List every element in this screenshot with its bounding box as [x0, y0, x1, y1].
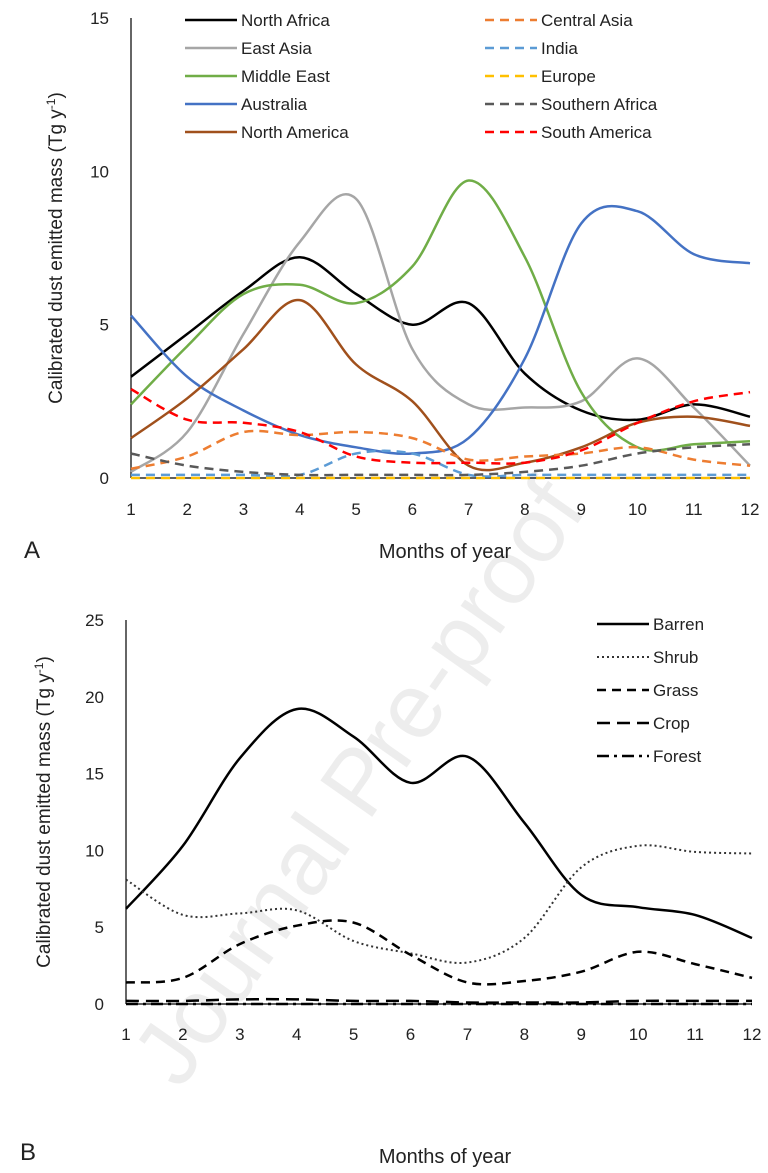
- series-line-crop: [125, 997, 752, 1004]
- panel-label: A: [24, 537, 40, 564]
- x-tick-label: 2: [178, 1025, 187, 1044]
- series-line-india: [131, 449, 750, 478]
- x-axis-label: Months of year: [379, 541, 512, 563]
- legend-label-south-america: South America: [541, 123, 652, 142]
- x-tick-label: 5: [349, 1025, 358, 1044]
- y-tick-label: 20: [85, 688, 104, 707]
- series-line-southern-africa: [130, 443, 751, 477]
- legend-label-north-africa: North Africa: [241, 11, 330, 30]
- legend-label-crop: Crop: [653, 714, 690, 733]
- x-tick-label: 9: [576, 500, 585, 519]
- x-axis-label: Months of year: [379, 1146, 512, 1168]
- series-line-shrub: [125, 844, 753, 964]
- legend-label-forest: Forest: [653, 747, 701, 766]
- x-tick-label: 3: [235, 1025, 244, 1044]
- y-tick-label: 0: [95, 995, 104, 1014]
- y-axis-label: Calibrated dust emitted mass (Tg y-1): [44, 92, 67, 404]
- legend-label-shrub: Shrub: [653, 648, 698, 667]
- x-tick-label: 7: [463, 1025, 472, 1044]
- x-tick-label: 11: [686, 1025, 704, 1044]
- x-tick-label: 5: [351, 500, 360, 519]
- x-tick-label: 6: [408, 500, 417, 519]
- x-tick-label: 12: [741, 500, 760, 519]
- x-tick-label: 10: [629, 1025, 648, 1044]
- legend-label-north-america: North America: [241, 123, 349, 142]
- y-tick-label: 0: [100, 469, 109, 488]
- x-tick-label: 7: [464, 500, 473, 519]
- x-tick-label: 8: [520, 500, 529, 519]
- legend-label-europe: Europe: [541, 67, 596, 86]
- x-tick-label: 11: [685, 500, 703, 519]
- x-tick-label: 12: [743, 1025, 762, 1044]
- y-tick-label: 10: [90, 162, 109, 181]
- series-line-middle-east: [130, 179, 751, 452]
- legend-label-grass: Grass: [653, 681, 698, 700]
- y-tick-label: 5: [100, 316, 109, 335]
- x-tick-label: 1: [121, 1025, 130, 1044]
- x-tick-label: 4: [292, 1025, 301, 1044]
- series-line-east-asia: [130, 193, 751, 473]
- x-tick-label: 2: [183, 500, 192, 519]
- series-line-central-asia: [130, 429, 751, 471]
- legend-label-barren: Barren: [653, 615, 704, 634]
- legend-label-east-asia: East Asia: [241, 39, 312, 58]
- legend-label-india: India: [541, 39, 578, 58]
- series-line-north-africa: [130, 255, 751, 422]
- x-tick-label: 4: [295, 500, 304, 519]
- x-tick-label: 10: [628, 500, 647, 519]
- x-tick-label: 9: [577, 1025, 586, 1044]
- y-tick-label: 25: [85, 611, 104, 630]
- y-tick-label: 15: [85, 765, 104, 784]
- legend-label-middle-east: Middle East: [241, 67, 330, 86]
- series-line-grass: [125, 919, 753, 986]
- x-tick-label: 1: [126, 500, 135, 519]
- legend-label-southern-africa: Southern Africa: [541, 95, 658, 114]
- x-tick-label: 8: [520, 1025, 529, 1044]
- series-line-south-america: [130, 388, 751, 465]
- x-tick-label: 6: [406, 1025, 415, 1044]
- series-line-barren: [125, 707, 753, 940]
- y-tick-label: 15: [90, 9, 109, 28]
- legend-label-australia: Australia: [241, 95, 308, 114]
- panel-label: B: [20, 1139, 36, 1166]
- series-line-australia: [130, 204, 751, 456]
- legend-label-central-asia: Central Asia: [541, 11, 633, 30]
- y-tick-label: 10: [85, 841, 104, 860]
- y-tick-label: 5: [95, 918, 104, 937]
- y-axis-label: Calibrated dust emitted mass (Tg y-1): [32, 656, 55, 968]
- x-tick-label: 3: [239, 500, 248, 519]
